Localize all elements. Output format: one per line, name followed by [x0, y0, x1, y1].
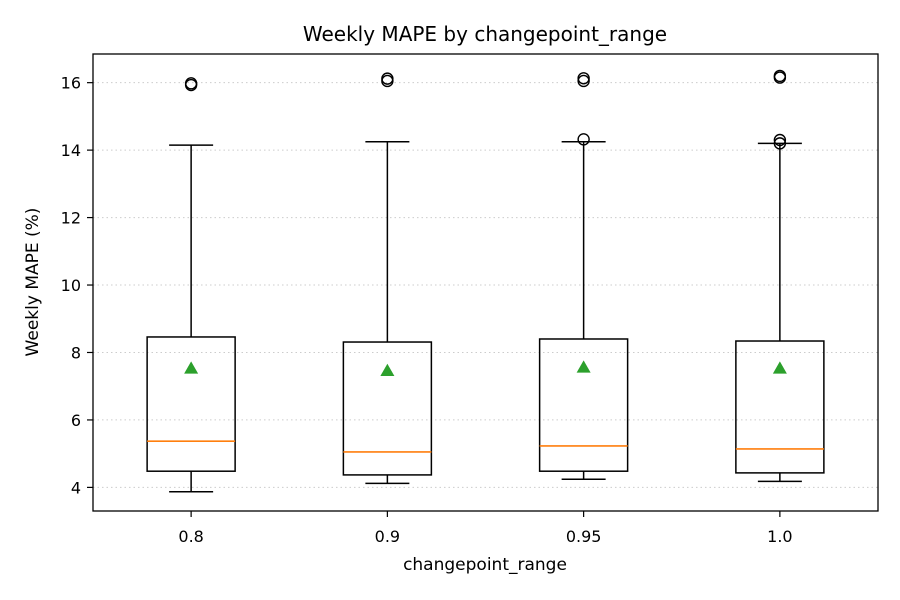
x-tick-label: 0.95 [566, 527, 602, 546]
outlier-point [381, 74, 394, 88]
x-tick-label: 0.8 [178, 527, 203, 546]
y-tick-label: 16 [61, 74, 81, 93]
y-axis-label: Weekly MAPE (%) [23, 208, 43, 357]
outlier-point [577, 133, 590, 146]
outlier-point [773, 133, 787, 147]
outlier-point [577, 72, 590, 85]
outlier-point [577, 74, 590, 88]
mean-marker [184, 361, 199, 374]
box-1.0 [735, 69, 825, 483]
chart-title: Weekly MAPE by changepoint_range [303, 22, 667, 46]
iqr-box [735, 340, 825, 474]
x-axis-label: changepoint_range [403, 555, 567, 575]
mean-marker [772, 361, 787, 374]
box-0.9 [342, 72, 433, 485]
y-tick-label: 14 [61, 141, 81, 160]
box-0.95 [538, 72, 629, 481]
iqr-box [538, 338, 629, 472]
y-tick-label: 8 [71, 343, 81, 362]
box-0.8 [146, 77, 236, 493]
mean-marker [576, 360, 591, 373]
outlier-point [184, 77, 198, 90]
outlier-point [773, 69, 787, 83]
x-tick-label: 1.0 [767, 527, 792, 546]
box-group [146, 69, 825, 493]
y-tick-label: 4 [71, 478, 81, 497]
y-axis-ticks: 4 6 8 10 12 14 16 [61, 74, 93, 497]
x-tick-label: 0.9 [375, 527, 400, 546]
grid-lines [93, 82, 878, 488]
outlier-point [381, 72, 394, 85]
y-tick-label: 10 [61, 276, 81, 295]
iqr-box [342, 341, 433, 476]
y-tick-label: 6 [71, 411, 81, 430]
x-axis-ticks: 0.8 0.9 0.95 1.0 [178, 511, 793, 546]
y-tick-label: 12 [61, 209, 81, 228]
plot-frame [92, 53, 879, 512]
outlier-point [773, 137, 787, 150]
iqr-box [146, 336, 236, 472]
mean-marker [380, 363, 395, 376]
